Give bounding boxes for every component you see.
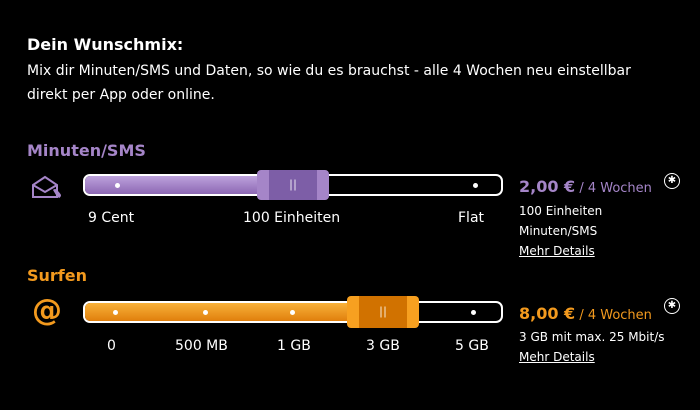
minutes-slider-fill (85, 176, 295, 194)
at-icon: @ (32, 293, 62, 328)
surfen-tick-label-1[interactable]: 500 MB (175, 338, 228, 354)
surfen-tick-dot-2 (290, 309, 295, 315)
surfen-footnote-icon[interactable]: ✱ (664, 298, 680, 314)
surfen-tick-label-3[interactable]: 3 GB (366, 338, 400, 354)
surfen-price: 8,00 € / 4 Wochen (519, 304, 652, 323)
minutes-price-amount: 2,00 € (519, 177, 576, 196)
page-title: Dein Wunschmix: (27, 35, 184, 54)
surfen-tick-label-4[interactable]: 5 GB (455, 338, 489, 354)
surfen-tick-dot-4 (471, 309, 476, 315)
minutes-slider-handle[interactable] (257, 170, 329, 200)
minutes-info-line-1: Minuten/SMS (519, 224, 598, 238)
surfen-details-link[interactable]: Mehr Details (519, 350, 595, 364)
minutes-info-line-0: 100 Einheiten (519, 204, 603, 218)
minutes-tick-dot-0 (115, 182, 120, 188)
minutes-tick-dot-2 (473, 182, 478, 188)
surfen-slider-handle[interactable] (347, 296, 419, 328)
surfen-price-period: / 4 Wochen (575, 308, 652, 323)
surfen-tick-label-0[interactable]: 0 (107, 338, 116, 354)
minutes-price: 2,00 € / 4 Wochen (519, 177, 652, 196)
minutes-tick-label-2[interactable]: Flat (458, 210, 485, 226)
surfen-price-amount: 8,00 € (519, 304, 576, 323)
minutes-tick-label-1[interactable]: 100 Einheiten (243, 210, 341, 226)
minutes-details-link[interactable]: Mehr Details (519, 244, 595, 258)
mail-phone-icon (32, 175, 61, 198)
surfen-tick-dot-1 (203, 309, 208, 315)
minutes-info: 100 Einheiten Minuten/SMS Mehr Details (519, 201, 602, 261)
surfen-slider-fill (85, 303, 385, 321)
surfen-section-title: Surfen (27, 266, 88, 285)
surfen-info-line-0: 3 GB mit max. 25 Mbit/s (519, 330, 665, 344)
surfen-info: 3 GB mit max. 25 Mbit/s Mehr Details (519, 327, 665, 367)
surfen-slider-track[interactable] (83, 301, 503, 323)
minutes-price-period: / 4 Wochen (575, 181, 652, 196)
surfen-tick-label-2[interactable]: 1 GB (277, 338, 311, 354)
minutes-section-title: Minuten/SMS (27, 141, 146, 160)
page-description: Mix dir Minuten/SMS und Daten, so wie du… (27, 63, 631, 103)
minutes-tick-label-0[interactable]: 9 Cent (88, 210, 135, 226)
surfen-tick-dot-0 (113, 309, 118, 315)
minutes-footnote-icon[interactable]: ✱ (664, 173, 680, 189)
